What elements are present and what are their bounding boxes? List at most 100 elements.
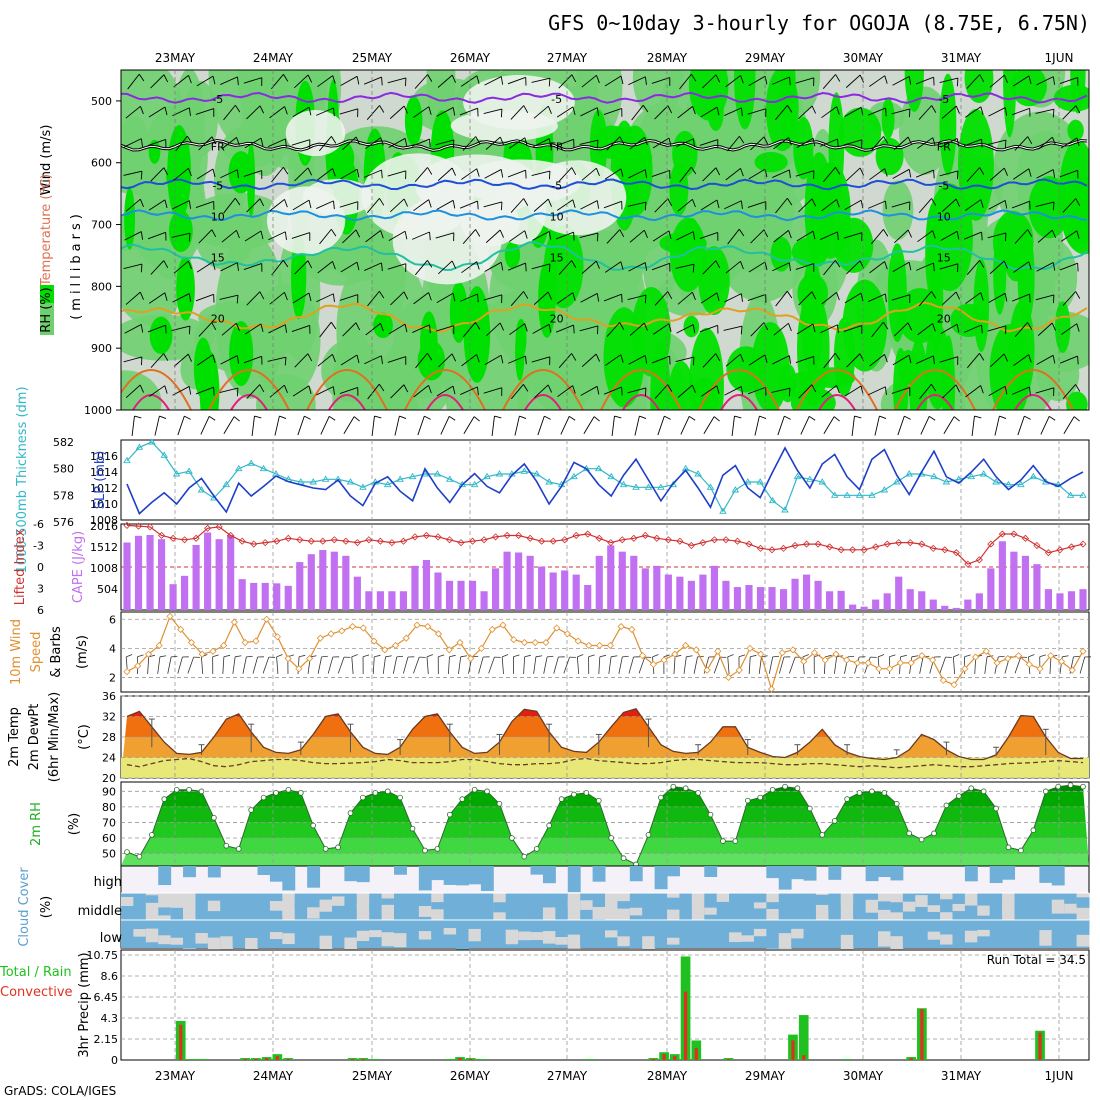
wind-barb-flag bbox=[476, 354, 480, 363]
wind-barb-flag bbox=[884, 354, 888, 363]
wind-barb-shaft bbox=[483, 201, 503, 208]
isotherm-line bbox=[698, 369, 780, 410]
wind-barb-flag bbox=[452, 293, 456, 302]
wind-barb-flag bbox=[813, 356, 815, 365]
wind-barb-shaft bbox=[1059, 355, 1078, 364]
wind-barb-flag bbox=[716, 199, 720, 209]
wind-barb-shaft bbox=[795, 263, 814, 270]
wind-barb bbox=[317, 261, 336, 274]
wind-barb-flag bbox=[859, 167, 865, 176]
rh-point bbox=[744, 797, 751, 804]
cloud-cell-middle bbox=[220, 896, 234, 907]
wind-barb-flag bbox=[620, 261, 624, 270]
wind-barb-shaft bbox=[603, 293, 622, 302]
wind-barb bbox=[292, 199, 312, 211]
wind-barb bbox=[795, 263, 815, 272]
wind-barb-flag bbox=[652, 654, 659, 658]
wind-barb-shaft bbox=[389, 105, 405, 119]
rh-point bbox=[1018, 847, 1024, 854]
wind-barb-flag bbox=[717, 325, 719, 334]
wind-barb-shaft bbox=[157, 656, 161, 674]
temp-tick-label: 20 bbox=[102, 772, 116, 785]
wind-barb-shaft bbox=[940, 138, 958, 148]
wind-barb-shaft bbox=[891, 387, 910, 394]
wind-barb-shaft bbox=[915, 76, 934, 85]
wind-barb bbox=[412, 324, 431, 334]
wind-barb-shaft bbox=[892, 354, 910, 366]
rh-band bbox=[121, 838, 1089, 854]
wind-barb-shaft bbox=[125, 105, 141, 119]
wind-barb bbox=[775, 290, 793, 307]
rh-bright-area bbox=[373, 312, 393, 339]
cloud-cell-low bbox=[207, 937, 221, 949]
wind-speed-point bbox=[907, 659, 915, 667]
li-point bbox=[618, 536, 626, 544]
cloud-cell-high bbox=[158, 866, 172, 886]
wind-barb-flag bbox=[399, 415, 407, 420]
cloud-cell-low bbox=[1002, 934, 1016, 943]
wind-barb bbox=[436, 107, 456, 117]
li-point bbox=[676, 537, 684, 545]
wind-barb bbox=[387, 263, 407, 272]
wind-barb-flag bbox=[860, 107, 864, 116]
wind-tick-label: 6 bbox=[109, 613, 116, 626]
wind-barb bbox=[638, 656, 652, 674]
wind-speed-point bbox=[1036, 665, 1044, 673]
wind-barb bbox=[604, 168, 624, 180]
wind-barb bbox=[507, 169, 527, 179]
wind-barb-shaft bbox=[576, 656, 580, 675]
wind-barb-shaft bbox=[246, 384, 261, 399]
wind-barb bbox=[510, 198, 529, 213]
wind-barb-shaft bbox=[147, 324, 166, 333]
cloud-cell-high bbox=[592, 866, 606, 882]
li-point bbox=[538, 537, 546, 545]
wind-barb-shaft bbox=[1012, 386, 1030, 395]
thickness-point bbox=[756, 478, 764, 485]
wind-barb bbox=[748, 654, 757, 674]
wind-barb bbox=[124, 138, 143, 148]
wind-barb-shaft bbox=[220, 76, 238, 85]
li-point bbox=[422, 531, 431, 540]
wind-barb-shaft bbox=[435, 232, 454, 239]
wind-barb bbox=[508, 137, 528, 149]
wind-barb-shaft bbox=[317, 168, 333, 181]
rh-point bbox=[782, 783, 788, 790]
upper-temperature-label: Temperature (°C) bbox=[39, 174, 54, 287]
cape-bar bbox=[929, 599, 937, 610]
wind-barb bbox=[891, 201, 911, 211]
wind-barb-flag bbox=[1084, 656, 1092, 658]
cloud-low-label: low bbox=[100, 931, 123, 946]
wind-barb bbox=[845, 74, 864, 88]
wind-barb bbox=[724, 293, 743, 303]
wind-barb bbox=[871, 321, 889, 338]
thickness-point bbox=[632, 483, 640, 490]
wind-speed-point bbox=[187, 638, 196, 647]
thickness-point bbox=[855, 491, 864, 498]
wind-barb-flag bbox=[588, 654, 595, 658]
li-point bbox=[918, 540, 926, 548]
wind-barb bbox=[820, 231, 839, 241]
wind-barb-shaft bbox=[894, 322, 909, 337]
wind-barb bbox=[604, 75, 624, 87]
wind-speed-point bbox=[413, 621, 421, 629]
wind-barb-flag bbox=[140, 171, 143, 180]
wind-barb-flag bbox=[1076, 137, 1080, 146]
rh-bright-area bbox=[615, 142, 653, 174]
wind-barb bbox=[147, 139, 167, 148]
wind-barb-shaft bbox=[724, 293, 742, 303]
wind-barb-flag bbox=[419, 656, 426, 658]
wind-barb-shaft bbox=[611, 416, 615, 436]
wind-barb-flag bbox=[500, 262, 504, 271]
cloud-cell-high bbox=[803, 866, 817, 881]
wind-barb-flag bbox=[619, 322, 625, 330]
wind-barb-shaft bbox=[598, 656, 601, 674]
wind-barb-shaft bbox=[365, 230, 381, 243]
wind-barb-flag bbox=[307, 74, 313, 83]
wind-barb-flag bbox=[1051, 137, 1056, 146]
wind-barb-shaft bbox=[1012, 75, 1030, 87]
wind-barb-flag bbox=[427, 74, 433, 82]
wind-barb-shaft bbox=[187, 656, 195, 674]
wind-barb-flag bbox=[738, 136, 745, 144]
wind-barb-shaft bbox=[537, 416, 545, 436]
wind-barb-shaft bbox=[702, 74, 717, 89]
